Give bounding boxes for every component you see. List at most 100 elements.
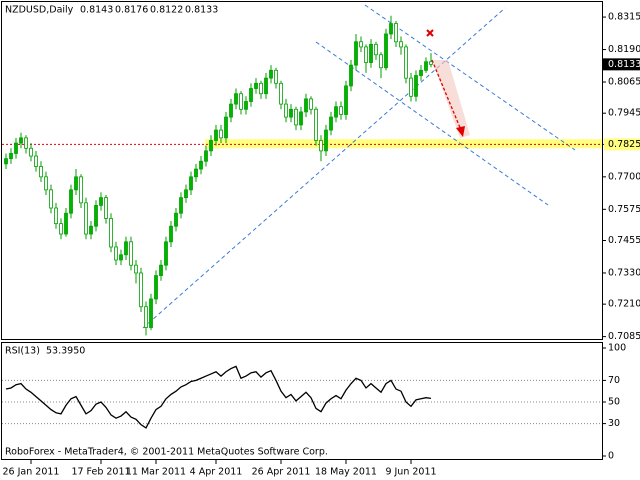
candle-body [429,61,433,65]
rsi-line [5,365,432,429]
candle-body [419,69,423,76]
candle-body [144,306,148,328]
candle-body [394,23,398,43]
candle-body [209,140,213,152]
ohlc-close: 0.8133 [185,5,218,16]
candle-body [259,82,263,95]
x-tick-label: 17 Feb 2011 [71,467,130,478]
x-tick-label: 9 Jun 2011 [385,467,436,478]
candle-body [174,212,178,227]
rsi-panel [1,342,603,460]
candle-body [369,43,373,63]
ohlc-low: 0.8122 [150,5,183,16]
x-tick-label: 11 Mar 2011 [126,467,186,478]
y-tick-label: 50 [608,397,620,408]
candle-body [19,137,23,144]
level-label-bg [604,138,640,151]
candle-body [34,155,38,167]
candle-body [384,33,388,69]
candle-body [14,142,18,154]
y-tick-label: 0.7085 [608,331,640,342]
candle-body [389,23,393,35]
arrow-head [456,126,465,137]
candle-body [374,43,378,56]
candle-body [339,106,343,115]
candle-body [399,41,403,48]
y-tick-label: 0.8065 [608,77,640,88]
candle-body [64,212,68,235]
x-tick-label: 26 Jan 2011 [3,467,60,478]
candle-body [364,46,368,63]
candle-body [194,168,198,178]
candle-body [204,150,208,162]
candle-body [334,106,338,118]
candle-body [54,207,58,225]
trend-line [315,41,549,206]
y-tick-label: 0.7700 [608,171,640,182]
y-tick-label: 0.7330 [608,267,640,278]
candle-body [189,176,193,191]
candle-body [129,241,133,266]
y-tick-label: 0.7945 [608,108,640,119]
candle-body [279,82,283,105]
y-tick-label: 0.7210 [608,299,640,310]
candle-body [9,153,13,160]
candle-body [214,129,218,141]
candle-body [349,64,353,87]
candle-body [179,197,183,214]
candle-body [329,116,333,131]
candle-body [404,46,408,79]
candle-body [109,218,113,248]
trend-line [364,4,576,151]
candle-body [324,129,328,152]
candle-body [264,77,268,95]
candle-body [164,241,168,266]
candle-body [359,41,363,48]
candle-body [284,103,288,118]
candle-body [94,205,98,227]
candle-body [39,166,43,178]
y-tick-label: 0.8190 [608,44,640,55]
rsi-name: RSI(13) [5,346,40,357]
candle-body [249,88,253,102]
candle-body [154,275,158,300]
y-tick-label: 0.8315 [608,12,640,23]
candle-body [59,223,63,235]
candle-body [79,176,83,204]
candle-body [44,176,48,191]
candle-body [219,129,223,139]
candle-body [74,176,78,191]
cross-mark [426,29,434,37]
support-zone [205,139,602,149]
candle-body [114,246,118,261]
candle-body [84,202,88,235]
symbol-title: NZDUSD,Daily [5,5,74,16]
candle-body [414,75,418,97]
y-tick-label: 0.7825 [608,139,640,150]
x-tick-label: 18 May 2011 [315,467,377,478]
y-tick-label: 0 [608,451,614,462]
candle-body [234,93,238,105]
candle-body [289,108,293,118]
candle-body [184,189,188,199]
candle-body [89,225,93,235]
candle-body [199,160,203,170]
price-panel [1,1,603,340]
candle-body [134,264,138,274]
x-tick-label: 26 Apr 2011 [252,467,311,478]
candle-body [224,116,228,139]
candle-body [354,41,358,66]
y-tick-label: 100 [608,343,626,354]
candle-body [99,197,103,206]
candle-body [344,85,348,115]
forecast-shade [432,60,470,138]
candle-body [239,93,243,110]
candle-body [314,108,318,141]
candle-body [124,241,128,256]
candle-body [254,82,258,89]
candle-body [309,98,313,110]
candle-body [244,101,248,110]
candle-body [379,54,383,69]
candle-body [29,147,33,157]
